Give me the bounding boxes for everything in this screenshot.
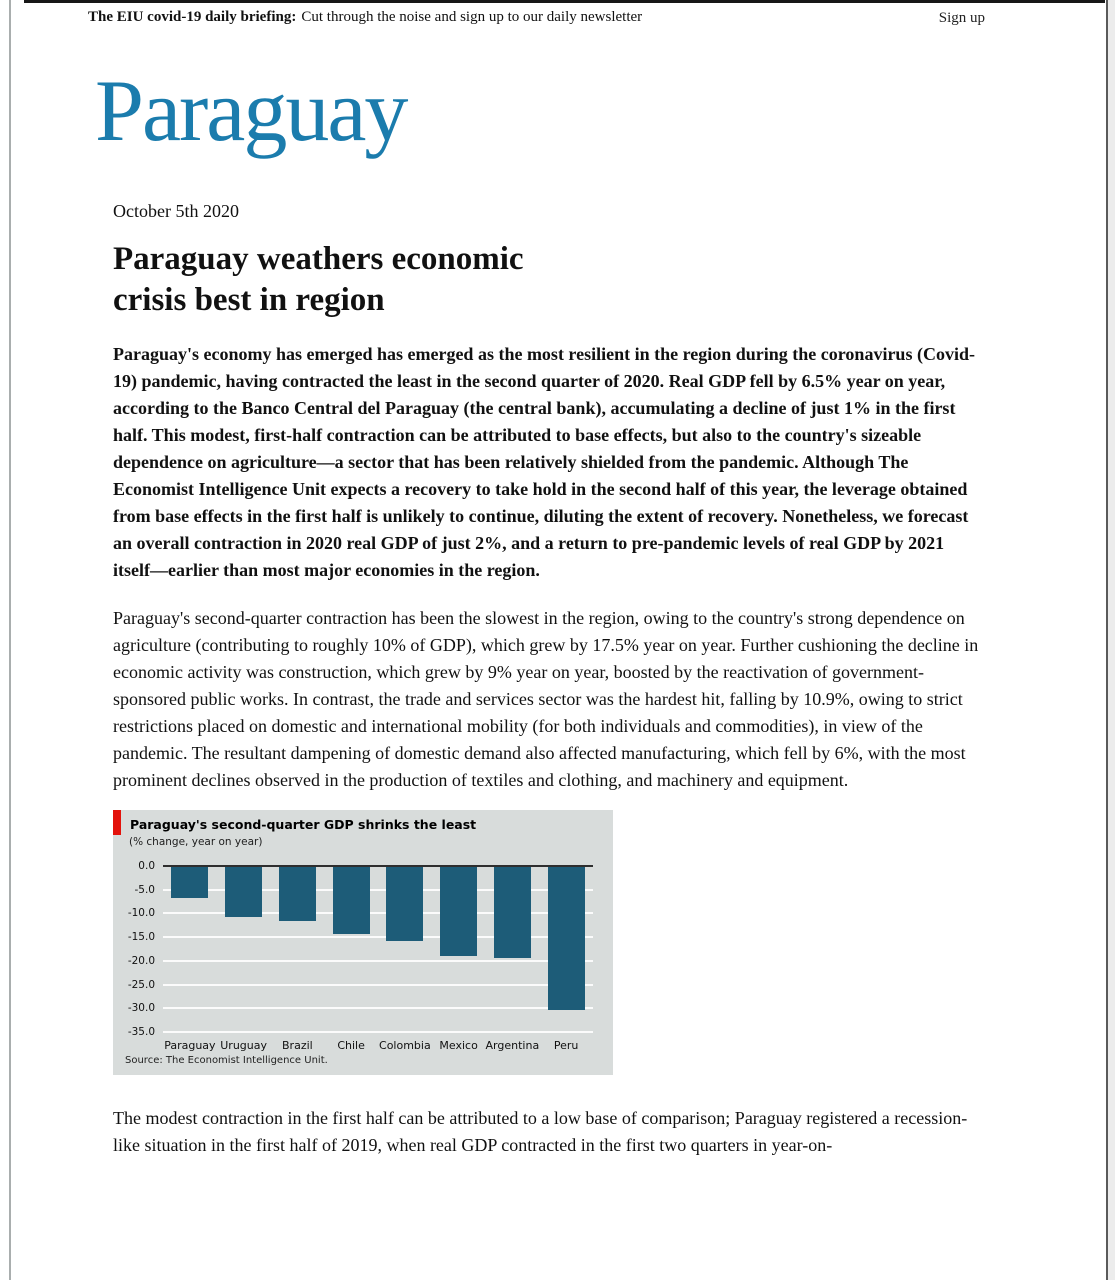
y-tick-label: 0.0 (138, 860, 155, 872)
bar-slot (378, 867, 432, 1033)
lead-paragraph: Paraguay's economy has emerged has emerg… (113, 344, 975, 580)
chart-plot-area (163, 865, 593, 1033)
gridline (163, 959, 593, 962)
bar-slot (163, 867, 217, 1033)
gridline (163, 936, 593, 939)
newsletter-banner-title: The EIU covid-19 daily briefing: (88, 9, 297, 25)
chart-x-axis-labels: Paraguay Uruguay Brazil Chile Colombia Mexico… (163, 1039, 593, 1052)
bar-peru (547, 867, 585, 1010)
x-tick-label: Brazil (282, 1039, 313, 1052)
chart-subtitle: (% change, year on year) (129, 836, 263, 848)
x-tick-label: Paraguay (164, 1039, 216, 1052)
x-tick-label: Argentina (485, 1039, 540, 1052)
x-tick-label: Chile (337, 1039, 365, 1052)
y-tick-label: -35.0 (127, 1026, 155, 1038)
newsletter-banner: The EIU covid-19 daily briefing: Cut thro… (0, 9, 1115, 33)
bar-colombia (386, 867, 424, 941)
page-left-edge (9, 0, 11, 1280)
y-tick-label: -25.0 (127, 978, 155, 991)
top-border-rule (24, 0, 1105, 3)
gridline (163, 983, 593, 986)
gdp-bar-chart: Paraguay's second-quarter GDP shrinks th… (113, 810, 613, 1075)
bar-uruguay (225, 867, 263, 917)
y-tick-label: -10.0 (127, 907, 155, 920)
newsletter-banner-tagline: Cut through the noise and sign up to our… (301, 9, 643, 25)
bar-slot (486, 867, 540, 1033)
article-headline-line2: crisis best in region (113, 282, 385, 318)
closing-paragraph: The modest contraction in the first half… (113, 1108, 968, 1155)
chart-title: Paraguay's second-quarter GDP shrinks th… (130, 817, 477, 832)
article-headline-line1: Paraguay weathers economic (113, 241, 524, 277)
bar-mexico (440, 867, 478, 956)
gridline (163, 1007, 593, 1010)
chart-accent-tag (113, 810, 121, 835)
bar-brazil (278, 867, 316, 921)
x-tick-label: Mexico (439, 1039, 478, 1052)
page-right-margin (1108, 0, 1115, 1280)
chart-bars (163, 867, 593, 1033)
bar-slot (324, 867, 378, 1033)
sign-up-link[interactable]: Sign up (938, 10, 985, 26)
chart-source: Source: The Economist Intelligence Unit. (125, 1055, 328, 1066)
page-right-edge (1106, 0, 1108, 1280)
page-title: Paraguay (95, 63, 408, 160)
gridline (163, 1031, 593, 1033)
bar-argentina (493, 867, 531, 958)
bar-slot (539, 867, 593, 1033)
bar-slot (217, 867, 271, 1033)
x-tick-label: Colombia (379, 1039, 431, 1052)
y-tick-label: -5.0 (134, 883, 156, 896)
bar-slot (271, 867, 325, 1033)
y-tick-label: -30.0 (127, 1002, 155, 1015)
x-tick-label: Peru (553, 1039, 579, 1052)
y-tick-label: -15.0 (127, 931, 155, 944)
gridline (163, 888, 593, 891)
bar-slot (432, 867, 486, 1033)
x-tick-label: Uruguay (220, 1039, 267, 1052)
body-paragraph: Paraguay's second-quarter contraction ha… (113, 608, 979, 790)
zero-baseline (163, 865, 593, 867)
bar-chile (332, 867, 370, 934)
article-headline: Paraguay weathers economic crisis best i… (113, 239, 985, 321)
bar-paraguay (171, 867, 209, 898)
article-content: Paraguay October 5th 2020 Paraguay weath… (95, 28, 985, 1159)
y-tick-label: -20.0 (127, 954, 155, 967)
article-date: October 5th 2020 (113, 201, 239, 221)
gridline (163, 912, 593, 915)
